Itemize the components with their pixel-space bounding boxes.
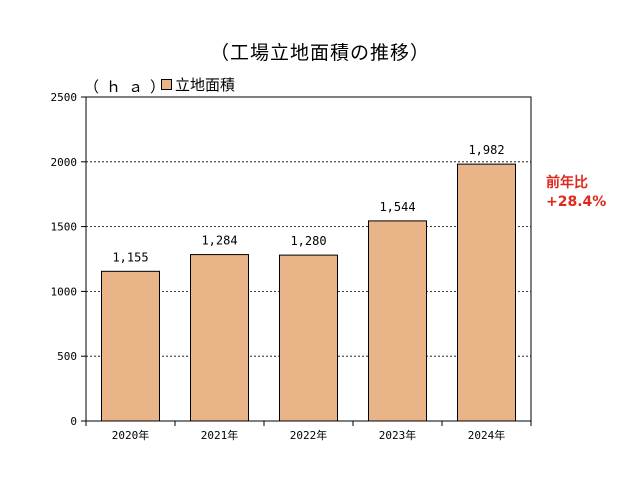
bar — [279, 254, 338, 422]
data-label: 1,284 — [201, 234, 237, 248]
legend-label: 立地面積 — [175, 76, 236, 94]
y-tick-label: 1500 — [51, 221, 78, 234]
legend-swatch — [161, 79, 172, 90]
yoy-annotation-label: 前年比 — [546, 175, 588, 191]
chart-title: （工場立地面積の推移） — [209, 42, 430, 64]
y-tick-label: 2000 — [51, 156, 78, 169]
yoy-annotation-value: +28.4% — [546, 194, 607, 210]
yoy-annotation: 前年比 +28.4% — [546, 174, 606, 212]
data-label: 1,280 — [290, 234, 326, 248]
y-axis-unit-label: （ｈａ） — [84, 78, 173, 96]
bar — [190, 254, 249, 422]
x-tick-label: 2023年 — [379, 428, 417, 442]
x-tick-label: 2022年 — [290, 428, 328, 442]
legend: 立地面積 — [161, 74, 235, 95]
bar — [101, 270, 160, 422]
y-tick-label: 2500 — [51, 91, 78, 104]
bar — [368, 220, 427, 422]
y-tick-label: 0 — [70, 415, 77, 428]
x-tick-label: 2024年 — [468, 428, 506, 442]
bar — [457, 163, 516, 422]
data-label: 1,982 — [468, 143, 504, 157]
x-tick-label: 2020年 — [112, 428, 150, 442]
data-label: 1,544 — [379, 200, 415, 214]
y-tick-label: 500 — [57, 350, 77, 363]
data-label: 1,155 — [112, 250, 148, 264]
y-tick-label: 1000 — [51, 285, 78, 298]
x-tick-label: 2021年 — [201, 428, 239, 442]
